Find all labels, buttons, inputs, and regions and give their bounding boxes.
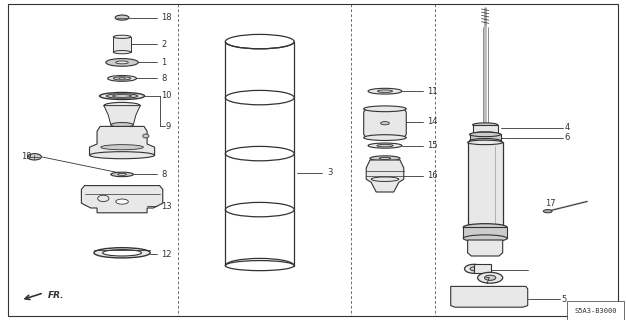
Text: 17: 17 (545, 199, 555, 208)
Polygon shape (451, 286, 528, 307)
Text: 9: 9 (166, 122, 171, 131)
Text: 3: 3 (327, 168, 333, 177)
Ellipse shape (470, 267, 478, 271)
Ellipse shape (463, 235, 507, 242)
Ellipse shape (377, 90, 393, 92)
Polygon shape (104, 106, 140, 125)
Polygon shape (90, 126, 155, 155)
Ellipse shape (111, 123, 133, 127)
Ellipse shape (113, 35, 131, 38)
Text: 10: 10 (161, 91, 172, 100)
Polygon shape (364, 109, 406, 138)
Ellipse shape (473, 123, 498, 127)
Ellipse shape (103, 250, 141, 256)
Ellipse shape (104, 102, 140, 109)
Ellipse shape (368, 88, 402, 94)
Text: 4: 4 (565, 124, 570, 132)
Ellipse shape (370, 156, 400, 161)
Text: 7: 7 (484, 277, 490, 286)
Text: 15: 15 (428, 141, 438, 150)
Bar (474, 264, 491, 273)
Bar (473, 125, 498, 134)
Polygon shape (81, 186, 163, 213)
Ellipse shape (113, 77, 131, 80)
Ellipse shape (485, 275, 496, 280)
Ellipse shape (371, 177, 399, 181)
Ellipse shape (113, 95, 131, 97)
Ellipse shape (364, 106, 406, 112)
Text: 19: 19 (21, 152, 31, 161)
Bar (463, 227, 507, 238)
Ellipse shape (468, 228, 503, 233)
Text: 1: 1 (162, 58, 167, 67)
Ellipse shape (100, 92, 145, 100)
Ellipse shape (143, 134, 149, 138)
Text: 11: 11 (428, 87, 438, 96)
Ellipse shape (116, 61, 128, 64)
Text: 18: 18 (162, 13, 172, 22)
Ellipse shape (368, 143, 402, 148)
Polygon shape (366, 160, 404, 192)
Ellipse shape (116, 199, 128, 204)
Text: 2: 2 (162, 40, 167, 49)
Ellipse shape (364, 135, 406, 140)
Ellipse shape (98, 195, 109, 202)
Ellipse shape (464, 264, 483, 273)
Text: 12: 12 (162, 250, 172, 259)
Ellipse shape (377, 144, 393, 147)
Ellipse shape (478, 272, 503, 283)
Ellipse shape (101, 145, 143, 150)
Ellipse shape (106, 94, 138, 98)
Text: 8: 8 (162, 170, 167, 179)
Ellipse shape (113, 51, 131, 54)
Ellipse shape (94, 248, 150, 258)
Ellipse shape (468, 140, 503, 145)
Ellipse shape (381, 122, 389, 125)
Ellipse shape (463, 224, 507, 231)
Ellipse shape (119, 77, 125, 79)
Polygon shape (468, 240, 503, 256)
Ellipse shape (118, 173, 126, 175)
Ellipse shape (28, 154, 41, 160)
Text: 6: 6 (565, 133, 570, 142)
Ellipse shape (108, 76, 136, 81)
Bar (468, 142, 503, 230)
Ellipse shape (473, 132, 498, 136)
Ellipse shape (470, 139, 501, 143)
Ellipse shape (106, 59, 138, 66)
Text: S5A3-B3000: S5A3-B3000 (574, 308, 617, 314)
Text: 13: 13 (162, 202, 172, 211)
Bar (470, 134, 501, 141)
Ellipse shape (111, 172, 133, 177)
Text: 5: 5 (562, 295, 567, 304)
Text: FR.: FR. (48, 292, 64, 300)
Text: 14: 14 (428, 117, 438, 126)
Ellipse shape (543, 210, 552, 213)
Ellipse shape (115, 15, 129, 20)
Ellipse shape (90, 152, 155, 159)
Ellipse shape (470, 132, 501, 137)
Text: 8: 8 (162, 74, 167, 83)
Text: 16: 16 (428, 172, 438, 180)
Ellipse shape (379, 157, 391, 159)
Bar (113, 37, 131, 52)
